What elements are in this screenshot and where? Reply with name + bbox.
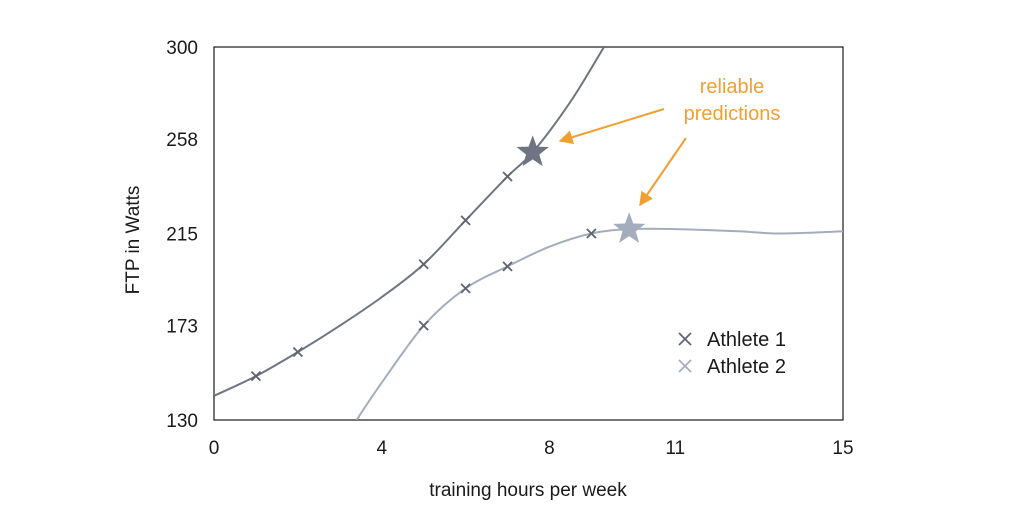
series-1-point-2 <box>292 346 304 358</box>
annotation-reliable-predictions: reliable predictions <box>558 76 781 207</box>
series-1-prediction-star <box>516 135 549 167</box>
legend-marker-1 <box>678 332 692 346</box>
legend-item-1: Athlete 1 <box>678 329 786 351</box>
series-2-point-1 <box>418 320 429 331</box>
y-tick-label-1: 130 <box>166 411 198 432</box>
annotation-line-2: predictions <box>684 103 781 125</box>
annotation-line-1: reliable <box>700 76 764 98</box>
x-axis-title: training hours per week <box>429 480 627 501</box>
series-2-point-3 <box>502 261 513 272</box>
series-2-curve <box>355 227 843 420</box>
x-tick-label-2: 4 <box>376 438 387 459</box>
y-axis-title: FTP in Watts <box>123 186 144 295</box>
y-tick-label-3: 215 <box>166 225 198 246</box>
x-tick-label-1: 0 <box>209 438 220 459</box>
x-tick-label-4: 11 <box>665 438 685 459</box>
annotation-arrow-1 <box>558 108 665 144</box>
plot-frame <box>213 46 844 421</box>
legend-label-2: Athlete 2 <box>707 356 786 378</box>
series-2-point-2 <box>460 283 471 294</box>
x-tick-label-5: 15 <box>832 438 853 459</box>
annotation-arrow-2 <box>639 137 687 207</box>
y-tick-label-2: 173 <box>166 317 198 338</box>
series-1-point-3 <box>418 259 429 270</box>
legend-marker-2 <box>678 359 692 373</box>
series-1-point-5 <box>502 171 513 182</box>
series-2-point-4 <box>586 228 597 239</box>
x-tick-label-3: 8 <box>544 438 555 459</box>
series-2-prediction-star <box>612 212 646 243</box>
series-1-point-1 <box>250 370 262 382</box>
y-tick-label-5: 300 <box>166 38 198 59</box>
legend-label-1: Athlete 1 <box>707 329 786 351</box>
y-tick-label-4: 258 <box>166 130 198 151</box>
series-1-point-4 <box>460 215 471 226</box>
legend-item-2: Athlete 2 <box>678 356 786 378</box>
